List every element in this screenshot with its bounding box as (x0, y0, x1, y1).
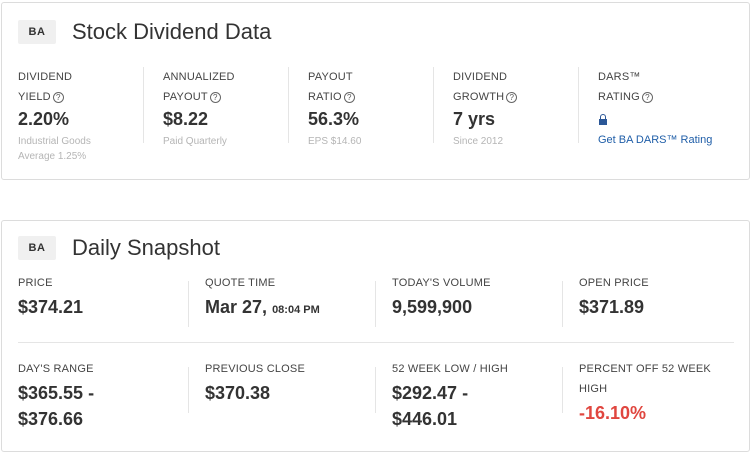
payout-ratio-label: PAYOUT RATIO? (308, 71, 355, 103)
divider (562, 281, 563, 327)
ticker-badge: BA (18, 20, 56, 44)
todays-volume-label: TODAY'S VOLUME (392, 277, 491, 289)
days-range-cell: DAY'S RANGE $365.55 - $376.66 (18, 359, 188, 432)
dividend-yield-value: 2.20% (18, 109, 70, 129)
divider (562, 367, 563, 413)
dividend-yield-label: DIVIDEND YIELD? (18, 71, 73, 103)
price-value: $374.21 (18, 297, 84, 317)
payout-ratio-value: 56.3% (308, 109, 360, 129)
daily-snapshot-card: BA Daily Snapshot PRICE $374.21 QUOTE TI… (1, 220, 750, 452)
quote-time-label: QUOTE TIME (205, 277, 276, 289)
dividend-card: BA Stock Dividend Data DIVIDEND YIELD? 2… (1, 2, 750, 180)
get-dars-rating-link[interactable]: Get BA DARS™ Rating (598, 134, 713, 146)
52-week-range-label: 52 WEEK LOW / HIGH (392, 363, 509, 375)
todays-volume-cell: TODAY'S VOLUME 9,599,900 (392, 273, 562, 320)
previous-close-label: PREVIOUS CLOSE (205, 363, 305, 375)
dividend-growth-value: 7 yrs (453, 109, 496, 129)
payout-ratio-column: PAYOUT RATIO? 56.3% EPS $14.60 (308, 67, 448, 149)
divider (375, 281, 376, 327)
price-cell: PRICE $374.21 (18, 273, 188, 320)
divider (375, 367, 376, 413)
card-title: Daily Snapshot (72, 235, 220, 260)
previous-close-cell: PREVIOUS CLOSE $370.38 (205, 359, 375, 406)
open-price-cell: OPEN PRICE $371.89 (579, 273, 749, 320)
price-label: PRICE (18, 277, 53, 289)
lock-icon (599, 114, 607, 125)
ticker-badge: BA (18, 236, 56, 260)
divider (288, 67, 289, 143)
annualized-payout-sub: Paid Quarterly (163, 136, 227, 147)
divider (143, 67, 144, 143)
dars-rating-label: DARS™ RATING? (598, 67, 738, 107)
dividend-growth-sub: Since 2012 (453, 136, 504, 147)
dividend-yield-column: DIVIDEND YIELD? 2.20% Industrial Goods A… (18, 67, 158, 164)
52-week-range-value: $292.47 - $446.01 (392, 383, 469, 429)
previous-close-value: $370.38 (205, 383, 271, 403)
annualized-payout-label: ANNUALIZED PAYOUT? (163, 71, 235, 103)
todays-volume-value: 9,599,900 (392, 297, 473, 317)
dividend-yield-sub: Industrial Goods Average 1.25% (18, 136, 91, 162)
quote-time-cell: QUOTE TIME Mar 27, 08:04 PM (205, 273, 375, 323)
divider (188, 281, 189, 327)
help-circle-icon[interactable]: ? (641, 92, 653, 103)
divider (578, 67, 579, 143)
help-circle-icon[interactable]: ? (209, 92, 221, 103)
open-price-label: OPEN PRICE (579, 277, 649, 289)
percent-off-high-label: PERCENT OFF 52 WEEK HIGH (579, 363, 711, 395)
annualized-payout-value: $8.22 (163, 109, 209, 129)
divider (433, 67, 434, 143)
percent-off-high-value: -16.10% (579, 403, 647, 423)
quote-time-value: Mar 27, 08:04 PM (205, 297, 320, 317)
dividend-growth-label: DIVIDEND GROWTH? (453, 67, 593, 107)
dividend-card-header: BA Stock Dividend Data (18, 19, 271, 45)
open-price-value: $371.89 (579, 297, 645, 317)
dars-rating-column: DARS™ RATING? Get BA DARS™ Rating (598, 67, 738, 146)
annualized-payout-column: ANNUALIZED PAYOUT? $8.22 Paid Quarterly (163, 67, 303, 149)
help-circle-icon[interactable]: ? (506, 92, 518, 103)
dividend-growth-column: DIVIDEND GROWTH? 7 yrs Since 2012 (453, 67, 593, 149)
snapshot-card-header: BA Daily Snapshot (18, 235, 220, 261)
card-title: Stock Dividend Data (72, 19, 272, 44)
divider (188, 367, 189, 413)
row-divider (18, 342, 734, 343)
days-range-label: DAY'S RANGE (18, 363, 94, 375)
help-circle-icon[interactable]: ? (343, 92, 355, 103)
percent-off-high-cell: PERCENT OFF 52 WEEK HIGH -16.10% (579, 359, 749, 426)
payout-ratio-sub: EPS $14.60 (308, 136, 362, 147)
52-week-range-cell: 52 WEEK LOW / HIGH $292.47 - $446.01 (392, 359, 562, 432)
help-circle-icon[interactable]: ? (52, 92, 64, 103)
days-range-value: $365.55 - $376.66 (18, 383, 95, 429)
